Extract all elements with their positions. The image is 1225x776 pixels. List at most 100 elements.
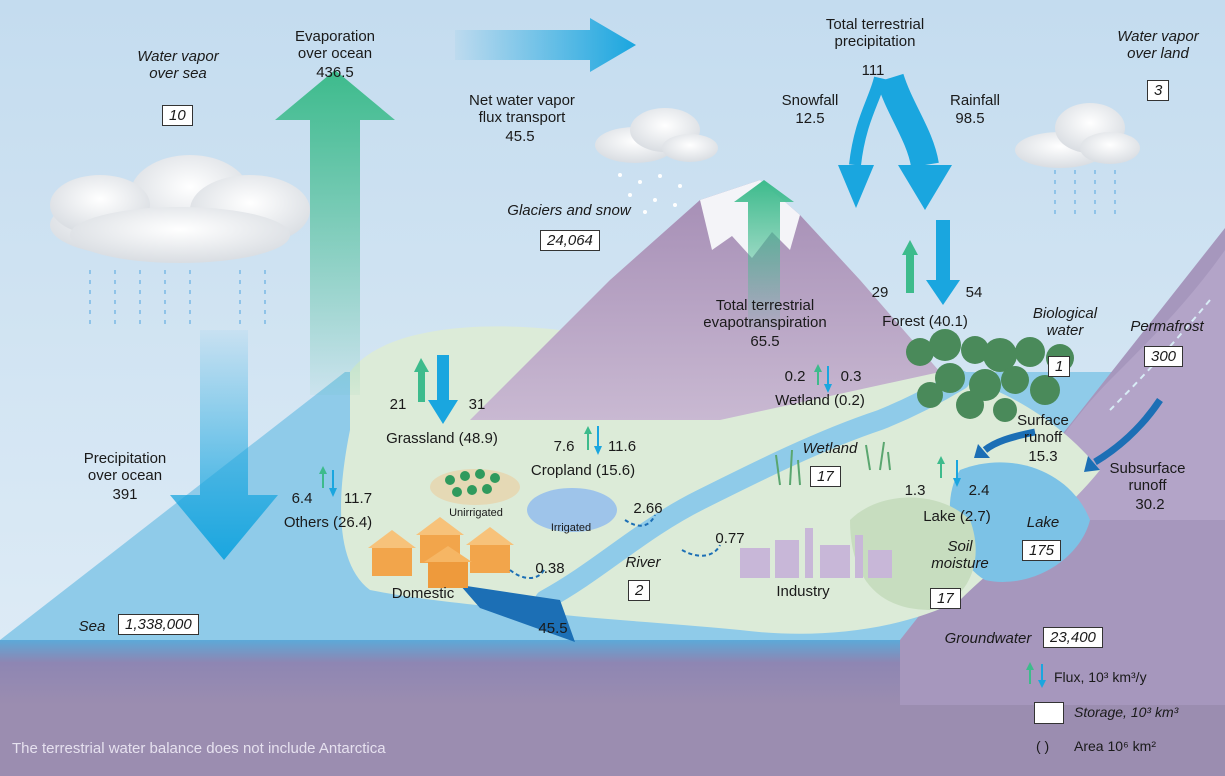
snowfall-arrowhead [838, 165, 874, 208]
crop-evap-value: 7.6 [553, 438, 575, 455]
footnote: The terrestrial water balance does not i… [12, 740, 386, 757]
industry-label: Industry [776, 583, 830, 600]
soil-moisture-area [850, 497, 976, 610]
surface-runoff-value: 15.3 [1028, 448, 1058, 465]
net-vapor-transport-arrow [455, 18, 636, 72]
subsurface-runoff-arrow [1093, 398, 1163, 466]
river-channel [535, 370, 970, 610]
forest-up-head [902, 240, 918, 255]
sea-label: Sea [78, 618, 106, 635]
legend: Flux, 10³ km³/y Storage, 10³ km³ ( ) Are… [1024, 660, 1220, 772]
vapor-land-storage: 3 [1147, 80, 1170, 101]
domestic-houses [368, 517, 514, 588]
lake-area-label: Lake (2.7) [923, 508, 991, 525]
river-mouth-arrow [460, 585, 575, 642]
total-evapo-value: 65.5 [750, 333, 780, 350]
industry-flow-arc [681, 544, 721, 557]
biological-water-storage: 1 [1048, 356, 1071, 377]
rain-over-sea [89, 270, 266, 330]
lake-flux-arrows [937, 456, 961, 487]
forest-down-head [926, 280, 960, 305]
crop-precip-value: 11.6 [607, 438, 637, 455]
snowfall-value: 12.5 [795, 110, 825, 127]
cloud-over-mountain [595, 108, 718, 163]
ground-layer [0, 700, 1225, 776]
soil-moisture-label: Soil moisture [931, 538, 989, 572]
industry-flow-value: 0.77 [715, 530, 745, 547]
rainfall-label: Rainfall [949, 92, 1001, 109]
rainfall-value: 98.5 [955, 110, 985, 127]
precip-ocean-label: Precipitation over ocean [83, 450, 167, 484]
glaciers-storage: 24,064 [540, 230, 600, 251]
permafrost-storage: 300 [1144, 346, 1184, 367]
total-precip-label: Total terrestrial precipitation [825, 16, 925, 50]
lake-precip-value: 2.4 [968, 482, 990, 499]
surface-runoff-head [974, 444, 990, 458]
cropland-label: Cropland (15.6) [530, 462, 636, 479]
irrigation-flow-value: 2.66 [633, 500, 663, 517]
surface-runoff-label: Surface runoff [1017, 412, 1069, 446]
vapor-sea-label: Water vapor over sea [137, 48, 219, 82]
grass-precip-value: 31 [468, 396, 486, 413]
total-evapo-label: Total terrestrial evapotranspiration [703, 297, 827, 331]
groundwater-label: Groundwater [944, 630, 1032, 647]
cloud-over-sea [50, 155, 310, 263]
permafrost-label: Permafrost [1130, 318, 1204, 335]
rain-over-land [1054, 170, 1116, 215]
legend-storage-box [1034, 702, 1064, 724]
legend-area-label: Area 10⁶ km² [1074, 738, 1157, 754]
wetland-storage: 17 [810, 466, 841, 487]
others-label: Others (26.4) [283, 514, 373, 531]
subsurface-runoff-value: 30.2 [1135, 496, 1165, 513]
snowfall-label: Snowfall [781, 92, 839, 109]
grass-down-head [428, 400, 458, 424]
domestic-label: Domestic [391, 585, 455, 602]
industry-buildings [740, 528, 892, 578]
legend-storage-label: Storage, 10³ km³ [1074, 704, 1179, 720]
others-evap-value: 6.4 [291, 490, 313, 507]
unirrigated-label: Unirrigated [449, 507, 503, 519]
lake-evap-value: 1.3 [904, 482, 926, 499]
precipitation-ocean-arrow [170, 330, 278, 560]
evaporation-ocean-arrow [275, 70, 395, 395]
others-precip-value: 11.7 [343, 490, 373, 507]
river-label: River [625, 554, 661, 571]
domestic-flow-value: 0.38 [535, 560, 565, 577]
legend-area-paren: ( ) [1036, 738, 1050, 754]
rainfall-flow [876, 73, 939, 168]
wetland-precip-value: 0.3 [840, 368, 862, 385]
lake-storage: 175 [1022, 540, 1062, 561]
legend-flux-label: Flux, 10³ km³/y [1054, 669, 1147, 685]
mountain [470, 180, 940, 420]
grassland-label: Grassland (48.9) [386, 430, 498, 447]
forest-evap-value: 29 [871, 284, 889, 301]
soil-moisture-storage: 17 [930, 588, 961, 609]
wetland-reeds [775, 441, 891, 486]
grass-up-shaft [418, 372, 425, 402]
vapor-land-label: Water vapor over land [1117, 28, 1199, 62]
subsurface-runoff-head [1084, 456, 1100, 472]
others-flux-arrows [319, 466, 337, 497]
domestic-flow-arc [509, 567, 546, 579]
lake-storage-label: Lake [1026, 514, 1060, 531]
wetland-storage-label: Wetland [802, 440, 858, 457]
biological-water-label: Biological water [1032, 305, 1098, 339]
forest-precip-value: 54 [965, 284, 983, 301]
wetland-area-label: Wetland (0.2) [775, 392, 865, 409]
wetland-flux-arrows [814, 364, 832, 393]
grass-evap-value: 21 [389, 396, 407, 413]
forest-down-shaft [936, 220, 950, 280]
evapotranspiration-arrow [734, 180, 794, 330]
permafrost-line [1109, 299, 1211, 411]
total-precip-value: 111 [861, 62, 885, 79]
cloud-over-land [1015, 103, 1140, 168]
river-outflow-value: 45.5 [538, 620, 568, 637]
grass-down-shaft [437, 355, 449, 400]
precip-ocean-value: 391 [112, 486, 138, 503]
rainfall-arrowhead [898, 165, 952, 210]
wetland-evap-value: 0.2 [784, 368, 806, 385]
legend-flux-icon [1026, 662, 1046, 688]
groundwater-storage: 23,400 [1043, 627, 1103, 648]
snow-dots [618, 173, 682, 214]
